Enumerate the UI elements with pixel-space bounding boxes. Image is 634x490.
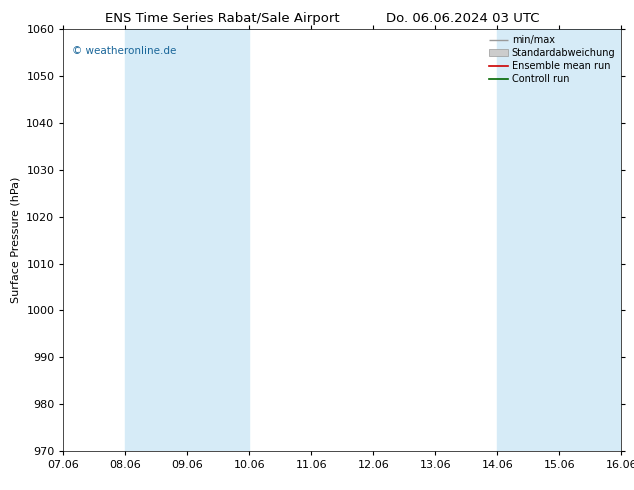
- Text: © weatheronline.de: © weatheronline.de: [72, 46, 176, 56]
- Text: Do. 06.06.2024 03 UTC: Do. 06.06.2024 03 UTC: [386, 12, 540, 25]
- Bar: [126, 29, 249, 451]
- Bar: [497, 29, 621, 451]
- Y-axis label: Surface Pressure (hPa): Surface Pressure (hPa): [11, 177, 21, 303]
- Legend: min/max, Standardabweichung, Ensemble mean run, Controll run: min/max, Standardabweichung, Ensemble me…: [484, 31, 619, 88]
- Text: ENS Time Series Rabat/Sale Airport: ENS Time Series Rabat/Sale Airport: [105, 12, 339, 25]
